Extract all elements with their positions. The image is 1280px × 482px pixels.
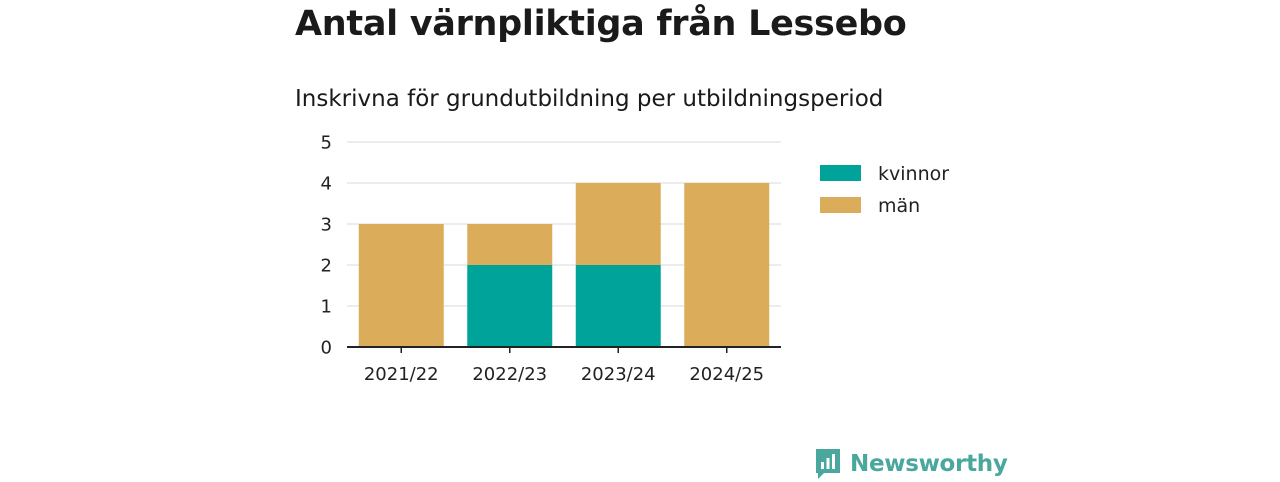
bar-segment [684, 183, 770, 347]
x-tick-label: 2021/22 [364, 364, 439, 385]
y-tick-label: 4 [321, 174, 332, 195]
bar-segment [467, 224, 553, 265]
chart-title: Antal värnpliktiga från Lessebo [295, 4, 907, 44]
legend-label: män [878, 195, 920, 217]
bar-segment [358, 224, 444, 347]
legend-swatch [820, 197, 861, 213]
newsworthy-logo-icon [816, 449, 840, 479]
brand-name: Newsworthy [850, 451, 1008, 477]
legend: kvinnor män [820, 163, 949, 217]
y-tick-label: 5 [321, 133, 332, 154]
chart-subtitle: Inskrivna för grundutbildning per utbild… [295, 86, 884, 112]
bar-segment [575, 183, 661, 265]
y-tick-label: 1 [321, 297, 332, 318]
brand-logo: Newsworthy [814, 446, 1008, 482]
y-tick-label: 3 [321, 215, 332, 236]
stacked-bar-chart: 0 1 2 3 4 5 2021/22 2022/23 2023/24 2024/25 kvin… [321, 133, 950, 386]
bars [358, 183, 770, 347]
legend-swatch [820, 165, 861, 181]
x-tick-label: 2023/24 [581, 364, 656, 385]
x-axis: 2021/22 2022/23 2023/24 2024/25 [347, 346, 781, 385]
bar-segment [575, 265, 661, 347]
y-tick-label: 2 [321, 256, 332, 277]
y-tick-label: 0 [321, 338, 332, 359]
bar-segment [467, 265, 553, 347]
x-tick-label: 2022/23 [472, 364, 547, 385]
x-tick-label: 2024/25 [689, 364, 764, 385]
legend-label: kvinnor [878, 163, 949, 185]
y-tick-labels: 0 1 2 3 4 5 [321, 133, 332, 359]
